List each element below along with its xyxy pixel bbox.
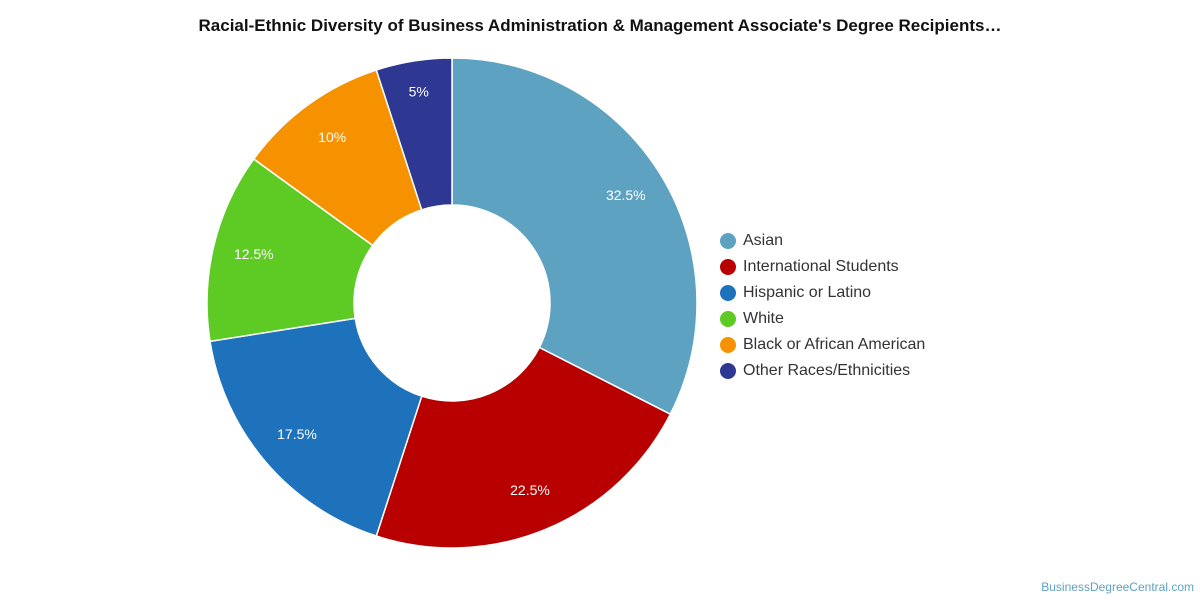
legend-item[interactable]: Other Races/Ethnicities: [720, 358, 925, 384]
chart-title: Racial-Ethnic Diversity of Business Admi…: [198, 16, 1002, 35]
legend-item[interactable]: Black or African American: [720, 332, 925, 358]
legend-label: Black or African American: [743, 336, 926, 353]
slice-white[interactable]: [206, 157, 374, 343]
slices-group: [206, 57, 698, 549]
legend-swatch: [720, 259, 736, 275]
legend-swatch: [720, 363, 736, 379]
legend-swatch: [720, 285, 736, 301]
slice-label: 5%: [409, 84, 429, 100]
legend-label: Hispanic or Latino: [743, 284, 872, 301]
legend-label: Asian: [743, 232, 784, 249]
source-credit: BusinessDegreeCentral.com: [1041, 580, 1194, 594]
legend-swatch: [720, 311, 736, 327]
legend-label: Other Races/Ethnicities: [743, 362, 911, 379]
slice-asian[interactable]: [451, 57, 698, 416]
slice-label: 17.5%: [277, 426, 317, 442]
slice-other-races-ethnicities[interactable]: [375, 57, 453, 211]
slice-label: 22.5%: [510, 482, 550, 498]
slice-label: 32.5%: [606, 187, 646, 203]
legend-label: International Students: [743, 258, 899, 275]
legend-swatch: [720, 233, 736, 249]
legend-label: White: [743, 310, 784, 327]
legend: Asian International Students Hispanic or L…: [720, 228, 925, 384]
slice-labels-group: 32.5% 22.5% 17.5% 12.5% 10% 5%: [234, 84, 646, 498]
slice-international-students[interactable]: [375, 346, 672, 549]
legend-swatch: [720, 337, 736, 353]
legend-item[interactable]: Hispanic or Latino: [720, 280, 925, 306]
slice-label: 10%: [318, 129, 346, 145]
legend-item[interactable]: Asian: [720, 228, 925, 254]
legend-item[interactable]: White: [720, 306, 925, 332]
slice-label: 12.5%: [234, 246, 274, 262]
slice-hispanic-or-latino[interactable]: [209, 317, 423, 537]
legend-item[interactable]: International Students: [720, 254, 925, 280]
